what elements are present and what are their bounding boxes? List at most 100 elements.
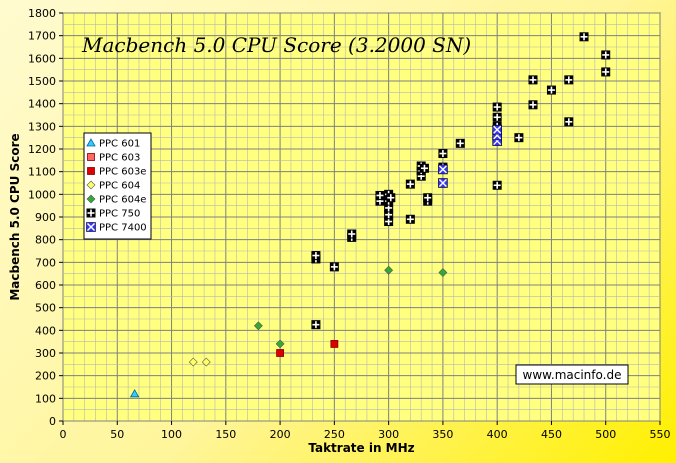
y-axis-label: Macbench 5.0 CPU Score bbox=[8, 133, 22, 300]
y-tick-label: 100 bbox=[35, 392, 56, 405]
y-tick-label: 1200 bbox=[28, 143, 56, 156]
legend-marker bbox=[86, 194, 96, 204]
data-point bbox=[405, 179, 415, 189]
x-tick-label: 50 bbox=[110, 428, 124, 441]
legend-entry: PPC 604e bbox=[99, 195, 146, 206]
y-tick-label: 1800 bbox=[28, 7, 56, 20]
data-point bbox=[546, 85, 556, 95]
data-point bbox=[492, 102, 502, 112]
legend-entry: PPC 750 bbox=[99, 209, 140, 220]
legend-entry: PPC 601 bbox=[99, 139, 140, 150]
y-tick-label: 600 bbox=[35, 279, 56, 292]
x-tick-label: 0 bbox=[60, 428, 67, 441]
data-point bbox=[384, 265, 394, 275]
legend-entry: PPC 603e bbox=[99, 167, 146, 178]
data-point bbox=[329, 262, 339, 272]
data-point bbox=[528, 75, 538, 85]
marker-shape bbox=[384, 265, 394, 275]
marker-shape bbox=[86, 194, 96, 204]
y-axis-ticks: 0 100 200 300 400 500 600 700 800 900 1000 1100 1200… bbox=[28, 7, 63, 428]
data-point bbox=[311, 251, 321, 261]
legend-marker bbox=[87, 153, 95, 161]
data-point bbox=[347, 229, 357, 239]
marker-shape bbox=[86, 138, 96, 147]
marker-shape bbox=[330, 340, 339, 348]
marker-shape bbox=[86, 180, 96, 190]
legend-marker bbox=[87, 167, 95, 175]
marker-x-2 bbox=[493, 125, 502, 134]
data-point bbox=[492, 124, 502, 135]
y-tick-label: 200 bbox=[35, 370, 56, 383]
data-point bbox=[579, 32, 589, 42]
credit-background bbox=[515, 364, 629, 385]
legend-entry: PPC 603 bbox=[99, 153, 140, 164]
data-point bbox=[330, 340, 339, 348]
data-point bbox=[438, 178, 448, 188]
x-tick-label: 350 bbox=[432, 428, 453, 441]
data-point bbox=[201, 357, 211, 367]
data-point bbox=[276, 349, 284, 357]
data-point bbox=[253, 321, 263, 331]
y-tick-label: 500 bbox=[35, 302, 56, 315]
credit-text: www.macinfo.de bbox=[523, 368, 622, 382]
data-point bbox=[405, 214, 415, 224]
y-tick-label: 1000 bbox=[28, 188, 56, 201]
y-tick-label: 0 bbox=[49, 415, 56, 428]
y-tick-label: 900 bbox=[35, 211, 56, 224]
marker-shape bbox=[201, 357, 211, 367]
data-point bbox=[528, 100, 538, 110]
y-tick-label: 300 bbox=[35, 347, 56, 360]
data-point bbox=[419, 163, 429, 173]
marker-x-2 bbox=[87, 223, 95, 231]
data-point bbox=[601, 67, 611, 77]
y-tick-label: 700 bbox=[35, 256, 56, 269]
marker-shape bbox=[129, 388, 140, 398]
legend-marker bbox=[86, 180, 96, 190]
y-tick-label: 800 bbox=[35, 234, 56, 247]
y-tick-label: 1500 bbox=[28, 75, 56, 88]
x-axis-ticks: 0 50 100 150 200 250 300 350 400 450 500 550 bbox=[60, 421, 671, 441]
legend-background bbox=[83, 132, 152, 240]
marker-shape bbox=[438, 268, 448, 277]
data-point bbox=[275, 339, 285, 349]
marker-shape bbox=[275, 339, 285, 349]
data-point bbox=[386, 193, 396, 203]
legend-entry: PPC 7400 bbox=[99, 223, 147, 234]
x-tick-label: 250 bbox=[324, 428, 345, 441]
x-tick-label: 500 bbox=[595, 428, 616, 441]
data-point bbox=[438, 149, 448, 159]
data-point bbox=[375, 190, 385, 200]
data-point bbox=[438, 164, 448, 175]
data-point bbox=[188, 357, 198, 367]
marker-shape bbox=[188, 357, 198, 367]
x-tick-label: 100 bbox=[161, 428, 182, 441]
data-point bbox=[601, 50, 611, 60]
y-tick-label: 1700 bbox=[28, 30, 56, 43]
marker-x-2 bbox=[438, 179, 447, 187]
data-point bbox=[438, 268, 448, 277]
data-points bbox=[129, 32, 611, 398]
y-tick-label: 1100 bbox=[28, 166, 56, 179]
y-tick-label: 400 bbox=[35, 324, 56, 337]
x-tick-label: 550 bbox=[650, 428, 671, 441]
legend-marker bbox=[86, 222, 96, 232]
data-point bbox=[564, 75, 574, 85]
data-point bbox=[455, 138, 465, 148]
data-point bbox=[423, 193, 433, 203]
x-tick-label: 300 bbox=[378, 428, 399, 441]
data-point bbox=[564, 117, 574, 127]
data-point bbox=[514, 133, 524, 143]
y-tick-label: 1300 bbox=[28, 120, 56, 133]
marker-shape bbox=[87, 153, 95, 161]
legend-marker bbox=[86, 138, 96, 147]
data-point bbox=[492, 112, 502, 122]
chart-title: Macbench 5.0 CPU Score (3.2000 SN) bbox=[81, 33, 471, 57]
marker-shape bbox=[253, 321, 263, 331]
x-tick-label: 400 bbox=[487, 428, 508, 441]
x-tick-label: 150 bbox=[215, 428, 236, 441]
credit-box: www.macinfo.de bbox=[515, 364, 629, 385]
x-tick-label: 200 bbox=[270, 428, 291, 441]
marker-x-2 bbox=[438, 165, 447, 174]
x-axis-label: Taktrate in MHz bbox=[308, 441, 414, 455]
